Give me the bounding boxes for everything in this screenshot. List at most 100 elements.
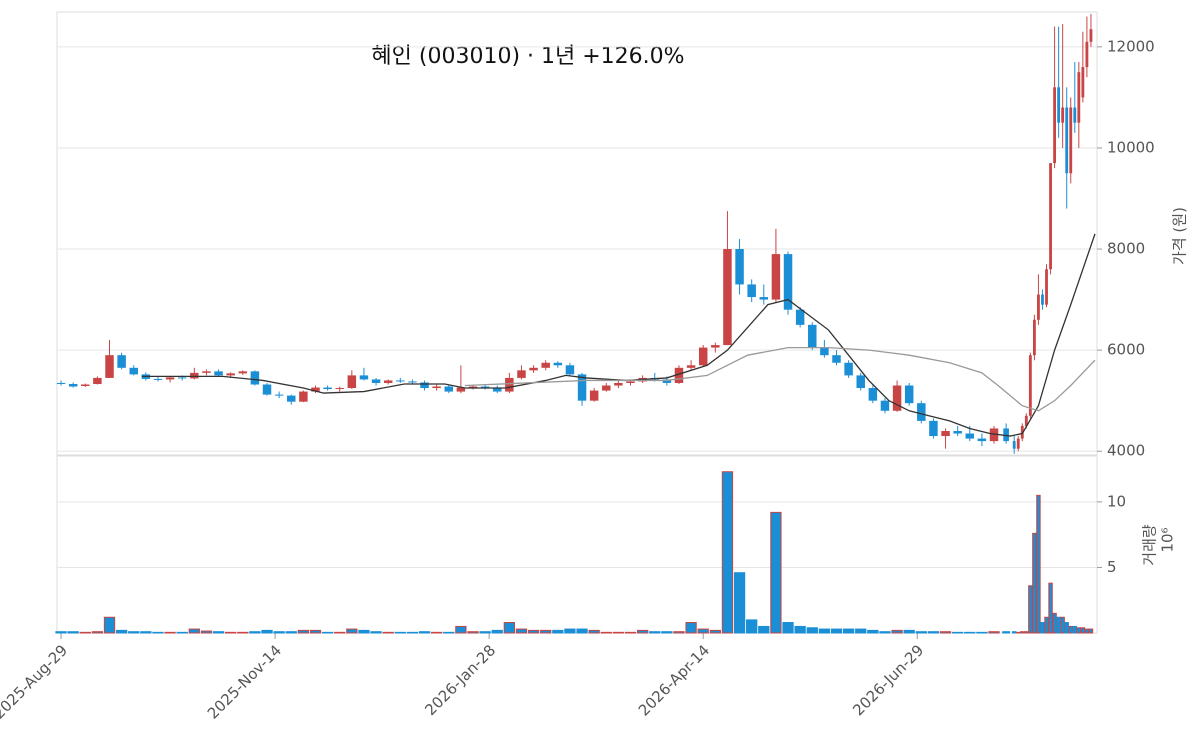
candle-body [456,387,466,392]
volume-bar [273,631,285,634]
candle-body [577,374,587,401]
volume-bar [503,622,515,634]
candle-body [81,384,90,387]
volume-bar [467,631,479,634]
volume-bar [321,631,334,634]
volume-bar [418,631,431,634]
chart-title: 혜인 (003010) · 1년 +126.0% [371,44,684,69]
volume-bar [988,631,1000,634]
candle-body [1085,41,1089,68]
volume-bar [334,631,346,634]
candle-body [929,420,938,437]
candle-body [226,373,235,376]
volume-bar [261,629,273,634]
x-tick-label: 2026-Apr-14 [635,641,713,719]
volume-bar [1040,622,1045,634]
volume-bar [915,631,927,634]
x-tick-label: 2026-Jun-29 [849,641,927,719]
moving-average-line [141,233,1096,437]
volume-bar [527,629,540,634]
volume-bar [891,629,903,634]
candle-body [904,385,914,404]
volume-bar [346,628,358,634]
volume-bar [1020,631,1025,634]
volume-bar [661,631,673,634]
x-tick-label: 2025-Nov-14 [204,641,285,722]
volume-bar [370,631,382,634]
candle-body [1081,67,1085,98]
candle-body [202,371,211,373]
candle-body [262,384,272,395]
volume-bar [818,628,831,634]
candle-body [856,375,865,389]
volume-bar [588,629,600,634]
candle-body [1024,415,1028,426]
candle-body [747,284,756,298]
volume-bar [830,628,843,634]
candle-body [892,385,902,411]
volume-bar [164,631,176,634]
candle-body [480,386,490,389]
candle-body [153,378,163,380]
candle-body [1057,87,1061,123]
volume-bar [733,572,746,634]
candle-body [977,438,987,442]
volume-bar [297,629,310,634]
candle-body [614,382,623,386]
volume-bar [285,631,297,634]
candle-body [989,428,999,442]
candle-body [1037,294,1040,320]
volume-bar [1064,622,1069,634]
candle-body [698,347,708,366]
y-tick-label: 10000 [1107,138,1155,156]
candle-body [1069,107,1073,174]
moving-average-line [464,346,1096,412]
volume-bar [782,622,794,634]
candle-body [214,371,223,376]
candle-body [1041,294,1044,305]
candle-body [117,355,126,368]
volume-bar [855,628,867,634]
volume-bar [1044,616,1049,634]
volume-bar [140,631,152,634]
candle-body [541,362,550,368]
volume-bar [212,631,225,634]
volume-bar [636,629,649,634]
volume-bar [115,629,128,634]
volume-bar [1048,582,1053,634]
volume-bar [952,631,964,634]
volume-bar [939,631,952,634]
candle-body [1049,163,1052,270]
y-tick-label: 6000 [1107,341,1145,359]
volume-bar [842,628,855,634]
candle-body [529,367,538,371]
candle-body [735,249,744,285]
volume-bar [867,629,879,634]
volume-bar [176,631,188,634]
volume-bar [552,629,564,634]
candle-body [759,297,769,300]
candle-body [1061,107,1065,123]
candle-body [56,382,66,384]
volume-frame [56,455,1098,634]
volume-bar [770,511,782,634]
candle-body [444,386,454,392]
volume-bar [1036,494,1041,634]
volume-bar [540,629,552,634]
volume-bar [697,628,709,634]
volume-bar [491,629,503,634]
volume-bar [249,631,261,634]
candle-body [396,380,405,382]
volume-bar [1060,616,1065,634]
candle-body [1016,438,1020,449]
candle-body [93,377,102,384]
candle-body [1073,107,1077,123]
volume-bar [1028,585,1033,634]
candle-body [844,362,853,376]
candle-body [1045,269,1048,305]
volume-bar [128,631,140,634]
candle-body [165,377,175,380]
candle-body [468,386,478,388]
candle-body [820,347,829,356]
candle-body [177,377,187,379]
